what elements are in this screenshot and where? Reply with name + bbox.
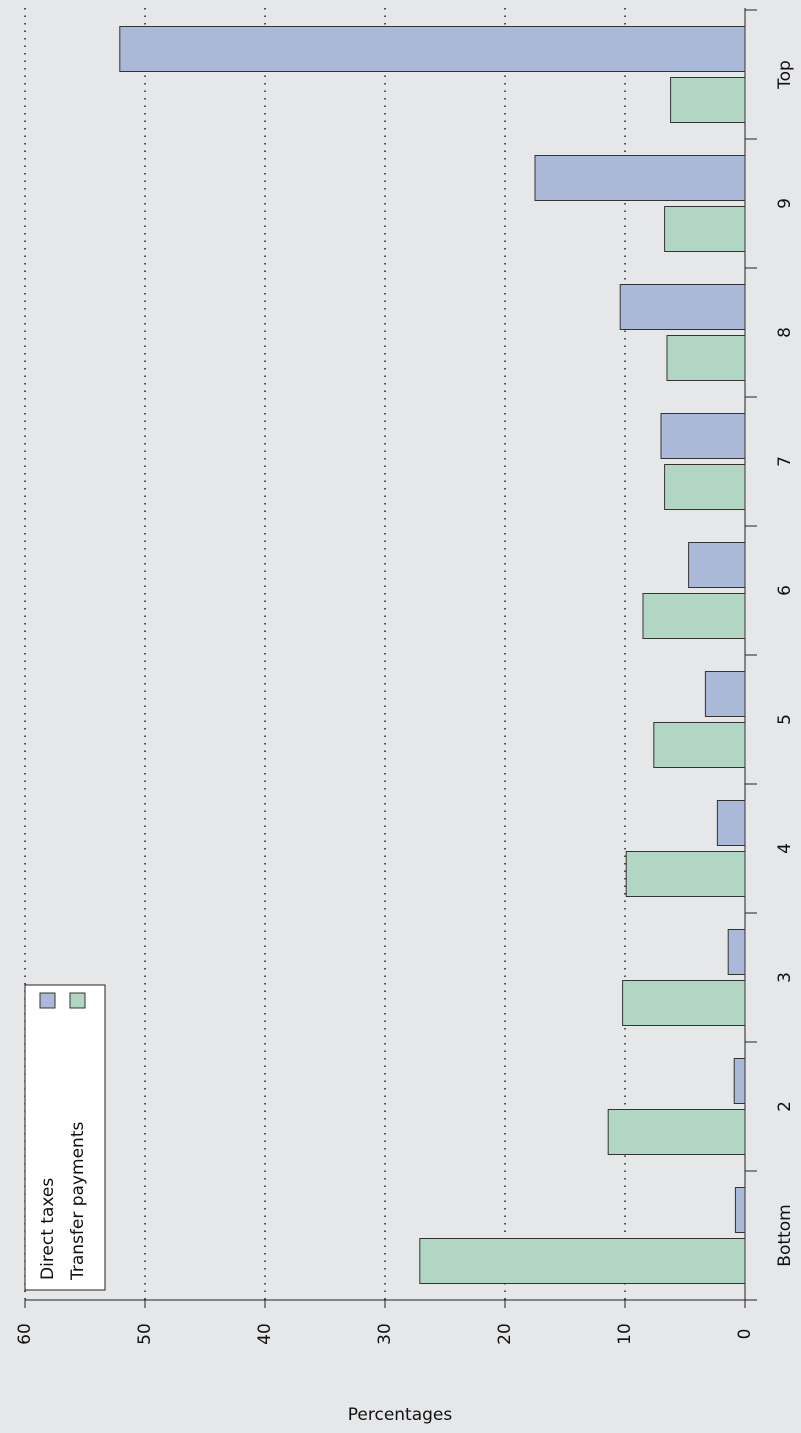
y-tick-label: 0 — [735, 1329, 755, 1340]
x-tick-label: 2 — [775, 1101, 795, 1112]
bar — [642, 593, 746, 639]
bar — [666, 335, 746, 381]
x-tick-label: 4 — [775, 843, 795, 854]
x-tick-label: 3 — [775, 972, 795, 983]
x-tick-label: Bottom — [775, 1204, 795, 1266]
y-tick-label: 20 — [495, 1323, 515, 1345]
bar — [419, 1238, 746, 1284]
x-tick-label: 7 — [775, 456, 795, 467]
legend-label: Direct taxes — [38, 1178, 58, 1280]
bar — [607, 1109, 746, 1155]
bar — [727, 929, 746, 975]
bar — [619, 284, 746, 330]
bar — [622, 980, 746, 1026]
x-tick-label: 9 — [775, 198, 795, 209]
x-tick-label: Top — [775, 60, 795, 90]
bar — [660, 413, 746, 459]
bar — [734, 1187, 746, 1233]
legend-box — [24, 984, 106, 1291]
bar — [733, 1058, 746, 1104]
bar — [664, 464, 746, 510]
y-tick-label: 60 — [15, 1323, 35, 1345]
axis-label: Percentages — [348, 1405, 453, 1425]
bar — [716, 800, 746, 846]
bar — [664, 206, 746, 252]
y-tick-label: 40 — [255, 1323, 275, 1345]
legend-label: Transfer payments — [68, 1122, 88, 1281]
bar — [625, 851, 746, 897]
bar — [688, 542, 746, 588]
x-tick-label: 6 — [775, 585, 795, 596]
bar — [670, 77, 746, 123]
bar — [704, 671, 746, 717]
bar — [653, 722, 746, 768]
legend-swatch — [69, 992, 86, 1009]
x-tick-label: 5 — [775, 714, 795, 725]
y-tick-label: 50 — [135, 1323, 155, 1345]
legend-swatch — [39, 992, 56, 1009]
y-tick-label: 30 — [375, 1323, 395, 1345]
bar — [119, 26, 746, 72]
y-tick-label: 10 — [615, 1323, 635, 1345]
bar — [534, 155, 746, 201]
x-tick-label: 8 — [775, 327, 795, 338]
